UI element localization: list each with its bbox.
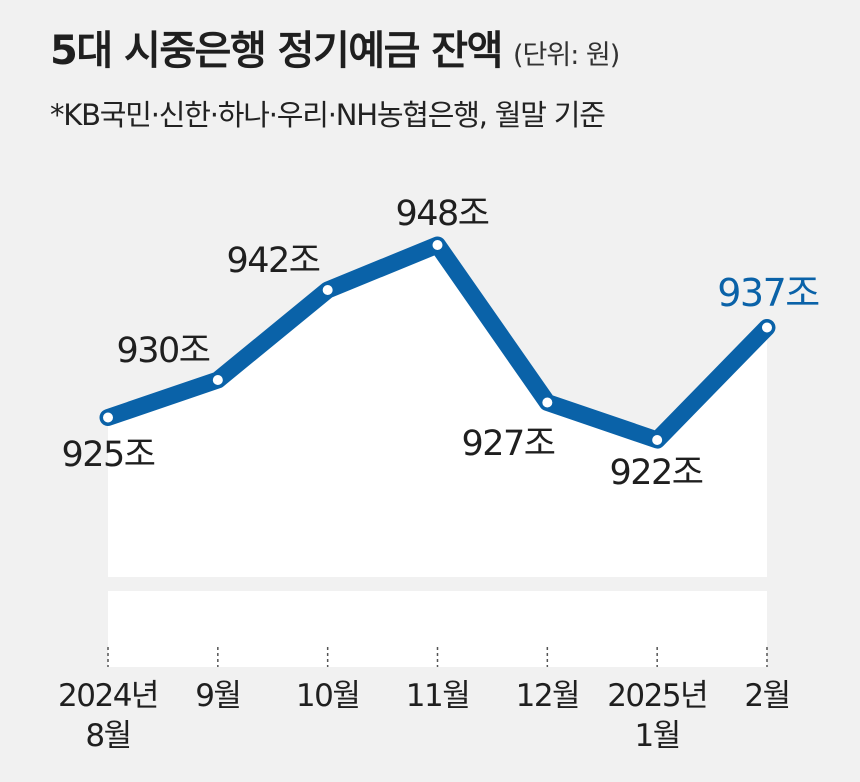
data-point	[650, 433, 665, 447]
data-point	[101, 410, 115, 425]
x-tick-label: 11월	[406, 678, 469, 714]
data-label: 937조	[717, 271, 819, 315]
x-tick-label: 2025년	[607, 678, 707, 714]
x-tick-label: 9월	[195, 678, 240, 714]
data-point	[540, 395, 555, 410]
unit-label: (단위: 원)	[513, 40, 620, 71]
x-tick-label: 2월	[744, 678, 789, 714]
data-label: 942조	[226, 241, 319, 281]
data-label: 922조	[609, 453, 702, 493]
x-tick-label: 8월	[85, 718, 130, 754]
data-point	[210, 373, 225, 387]
x-tick-label: 2024년	[58, 678, 158, 714]
chart-title: 5대 시중은행 정기예금 잔액	[50, 28, 503, 74]
data-label: 925조	[61, 435, 154, 475]
chart-subtitle: *KB국민·신한·하나·우리·NH농협은행, 월말 기준	[50, 98, 606, 132]
x-tick-label: 10월	[296, 678, 359, 714]
data-point	[760, 320, 774, 335]
area-fill	[108, 245, 767, 577]
x-tick-label: 12월	[516, 678, 579, 714]
title-row: 5대 시중은행 정기예금 잔액 (단위: 원)	[50, 18, 620, 76]
data-point	[430, 238, 445, 252]
data-label: 930조	[116, 331, 209, 371]
data-label: 948조	[395, 194, 488, 234]
x-tick-label: 1월	[635, 718, 680, 754]
data-point	[320, 283, 335, 297]
data-label: 927조	[461, 424, 554, 464]
